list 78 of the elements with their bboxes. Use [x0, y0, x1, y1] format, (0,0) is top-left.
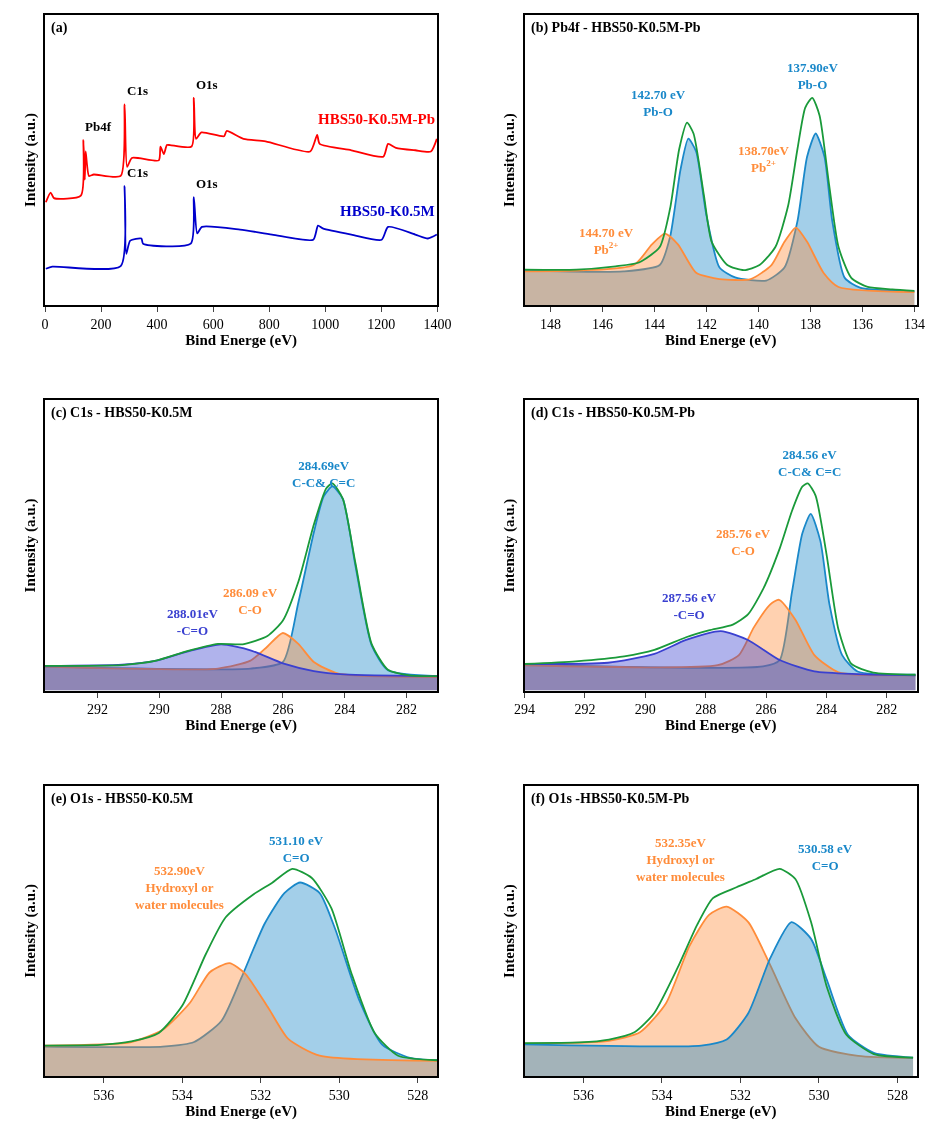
annotation: 142.70 eV Pb-O	[631, 87, 686, 119]
x-tick-label: 1000	[311, 316, 340, 332]
x-axis-title: Bind Energe (eV)	[185, 1102, 298, 1120]
annotation: 530.58 eV C=O	[798, 841, 853, 873]
x-axis-title: Bind Energe (eV)	[664, 331, 777, 349]
x-tick-label: 530	[808, 1087, 830, 1103]
annotation: 531.10 eV C=O	[269, 833, 324, 865]
annotation: 286.09 eV C-O	[223, 585, 278, 617]
x-tick-label: 144	[644, 316, 666, 332]
chart-title: (b) Pb4f - HBS50-K0.5M-Pb	[531, 20, 701, 36]
x-tick-label: 532	[250, 1087, 272, 1103]
x-tick-label: 148	[540, 316, 562, 332]
x-tick-label: 134	[903, 316, 925, 332]
x-tick-label: 528	[886, 1087, 908, 1103]
y-axis-title: Intensity (a.u.)	[21, 498, 39, 593]
x-tick-label: 286	[755, 702, 777, 718]
annotation: 288.01eV -C=O	[167, 606, 219, 638]
annotation: C1s	[127, 165, 148, 180]
chart-title: (a)	[51, 20, 68, 36]
chart-title: (f) O1s -HBS50-K0.5M-Pb	[531, 791, 690, 807]
y-axis-title: Intensity (a.u.)	[21, 113, 39, 207]
x-tick-label: 288	[210, 702, 232, 718]
x-tick-label: 292	[87, 702, 109, 718]
x-tick-label: 290	[148, 702, 170, 718]
chart-title: (c) C1s - HBS50-K0.5M	[51, 405, 193, 421]
annotation: Pb4f	[85, 119, 112, 134]
x-tick-label: 400	[146, 316, 168, 332]
annotation: 532.90eV Hydroxyl or water molecules	[135, 863, 224, 912]
x-tick-label: 288	[695, 702, 717, 718]
x-tick-label: 1400	[423, 316, 452, 332]
x-tick-label: 138	[799, 316, 821, 332]
x-tick-label: 140	[747, 316, 769, 332]
x-tick-label: 600	[202, 316, 224, 332]
annotation: 144.70 eV Pb$^{2+}$	[579, 225, 634, 257]
annotation: 285.76 eV C-O	[716, 526, 771, 558]
annotation: 287.56 eV -C=O	[662, 590, 717, 622]
x-tick-label: 294	[514, 702, 536, 718]
annotation: O1s	[196, 77, 218, 92]
annotation: O1s	[196, 176, 218, 191]
annotation: 137.90eV Pb-O	[787, 60, 839, 92]
x-tick-label: 136	[851, 316, 873, 332]
annotation: 284.69eV C-C& C=C	[292, 458, 356, 490]
annotation: 532.35eV Hydroxyl or water molecules	[636, 835, 725, 884]
y-axis-title: Intensity (a.u.)	[501, 884, 519, 978]
x-tick-label: 284	[334, 702, 356, 718]
x-tick-label: 800	[258, 316, 280, 332]
annotation: 138.70eV Pb$^{2+}$	[738, 143, 790, 175]
y-axis-title: Intensity (a.u.)	[501, 113, 519, 207]
x-tick-label: 290	[634, 702, 656, 718]
x-tick-label: 1200	[367, 316, 396, 332]
y-axis-title: Intensity (a.u.)	[21, 884, 39, 978]
series-label: HBS50-K0.5M-Pb	[318, 111, 436, 127]
chart-title: (d) C1s - HBS50-K0.5M-Pb	[531, 405, 696, 421]
x-tick-label: 146	[592, 316, 614, 332]
x-tick-label: 282	[876, 702, 898, 718]
x-tick-label: 200	[90, 316, 112, 332]
x-tick-label: 536	[93, 1087, 115, 1103]
annotation: 284.56 eV C-C& C=C	[778, 447, 842, 479]
x-tick-label: 0	[41, 316, 49, 332]
y-axis-title: Intensity (a.u.)	[501, 498, 519, 593]
x-axis-title: Bind Energe (eV)	[185, 717, 298, 735]
x-tick-label: 142	[696, 316, 718, 332]
x-tick-label: 284	[815, 702, 837, 718]
x-tick-label: 534	[651, 1087, 673, 1103]
x-axis-title: Bind Energe (eV)	[185, 331, 298, 349]
x-axis-title: Bind Energe (eV)	[664, 717, 777, 735]
x-tick-label: 536	[572, 1087, 594, 1103]
x-tick-label: 534	[171, 1087, 193, 1103]
series-label: HBS50-K0.5M	[340, 203, 435, 219]
chart-title: (e) O1s - HBS50-K0.5M	[51, 791, 194, 807]
x-tick-label: 292	[574, 702, 596, 718]
x-tick-label: 532	[729, 1087, 751, 1103]
annotation: C1s	[127, 83, 148, 98]
x-tick-label: 528	[407, 1087, 429, 1103]
x-tick-label: 282	[396, 702, 417, 718]
x-axis-title: Bind Energe (eV)	[664, 1102, 777, 1120]
x-tick-label: 286	[272, 702, 294, 718]
x-tick-label: 530	[328, 1087, 350, 1103]
